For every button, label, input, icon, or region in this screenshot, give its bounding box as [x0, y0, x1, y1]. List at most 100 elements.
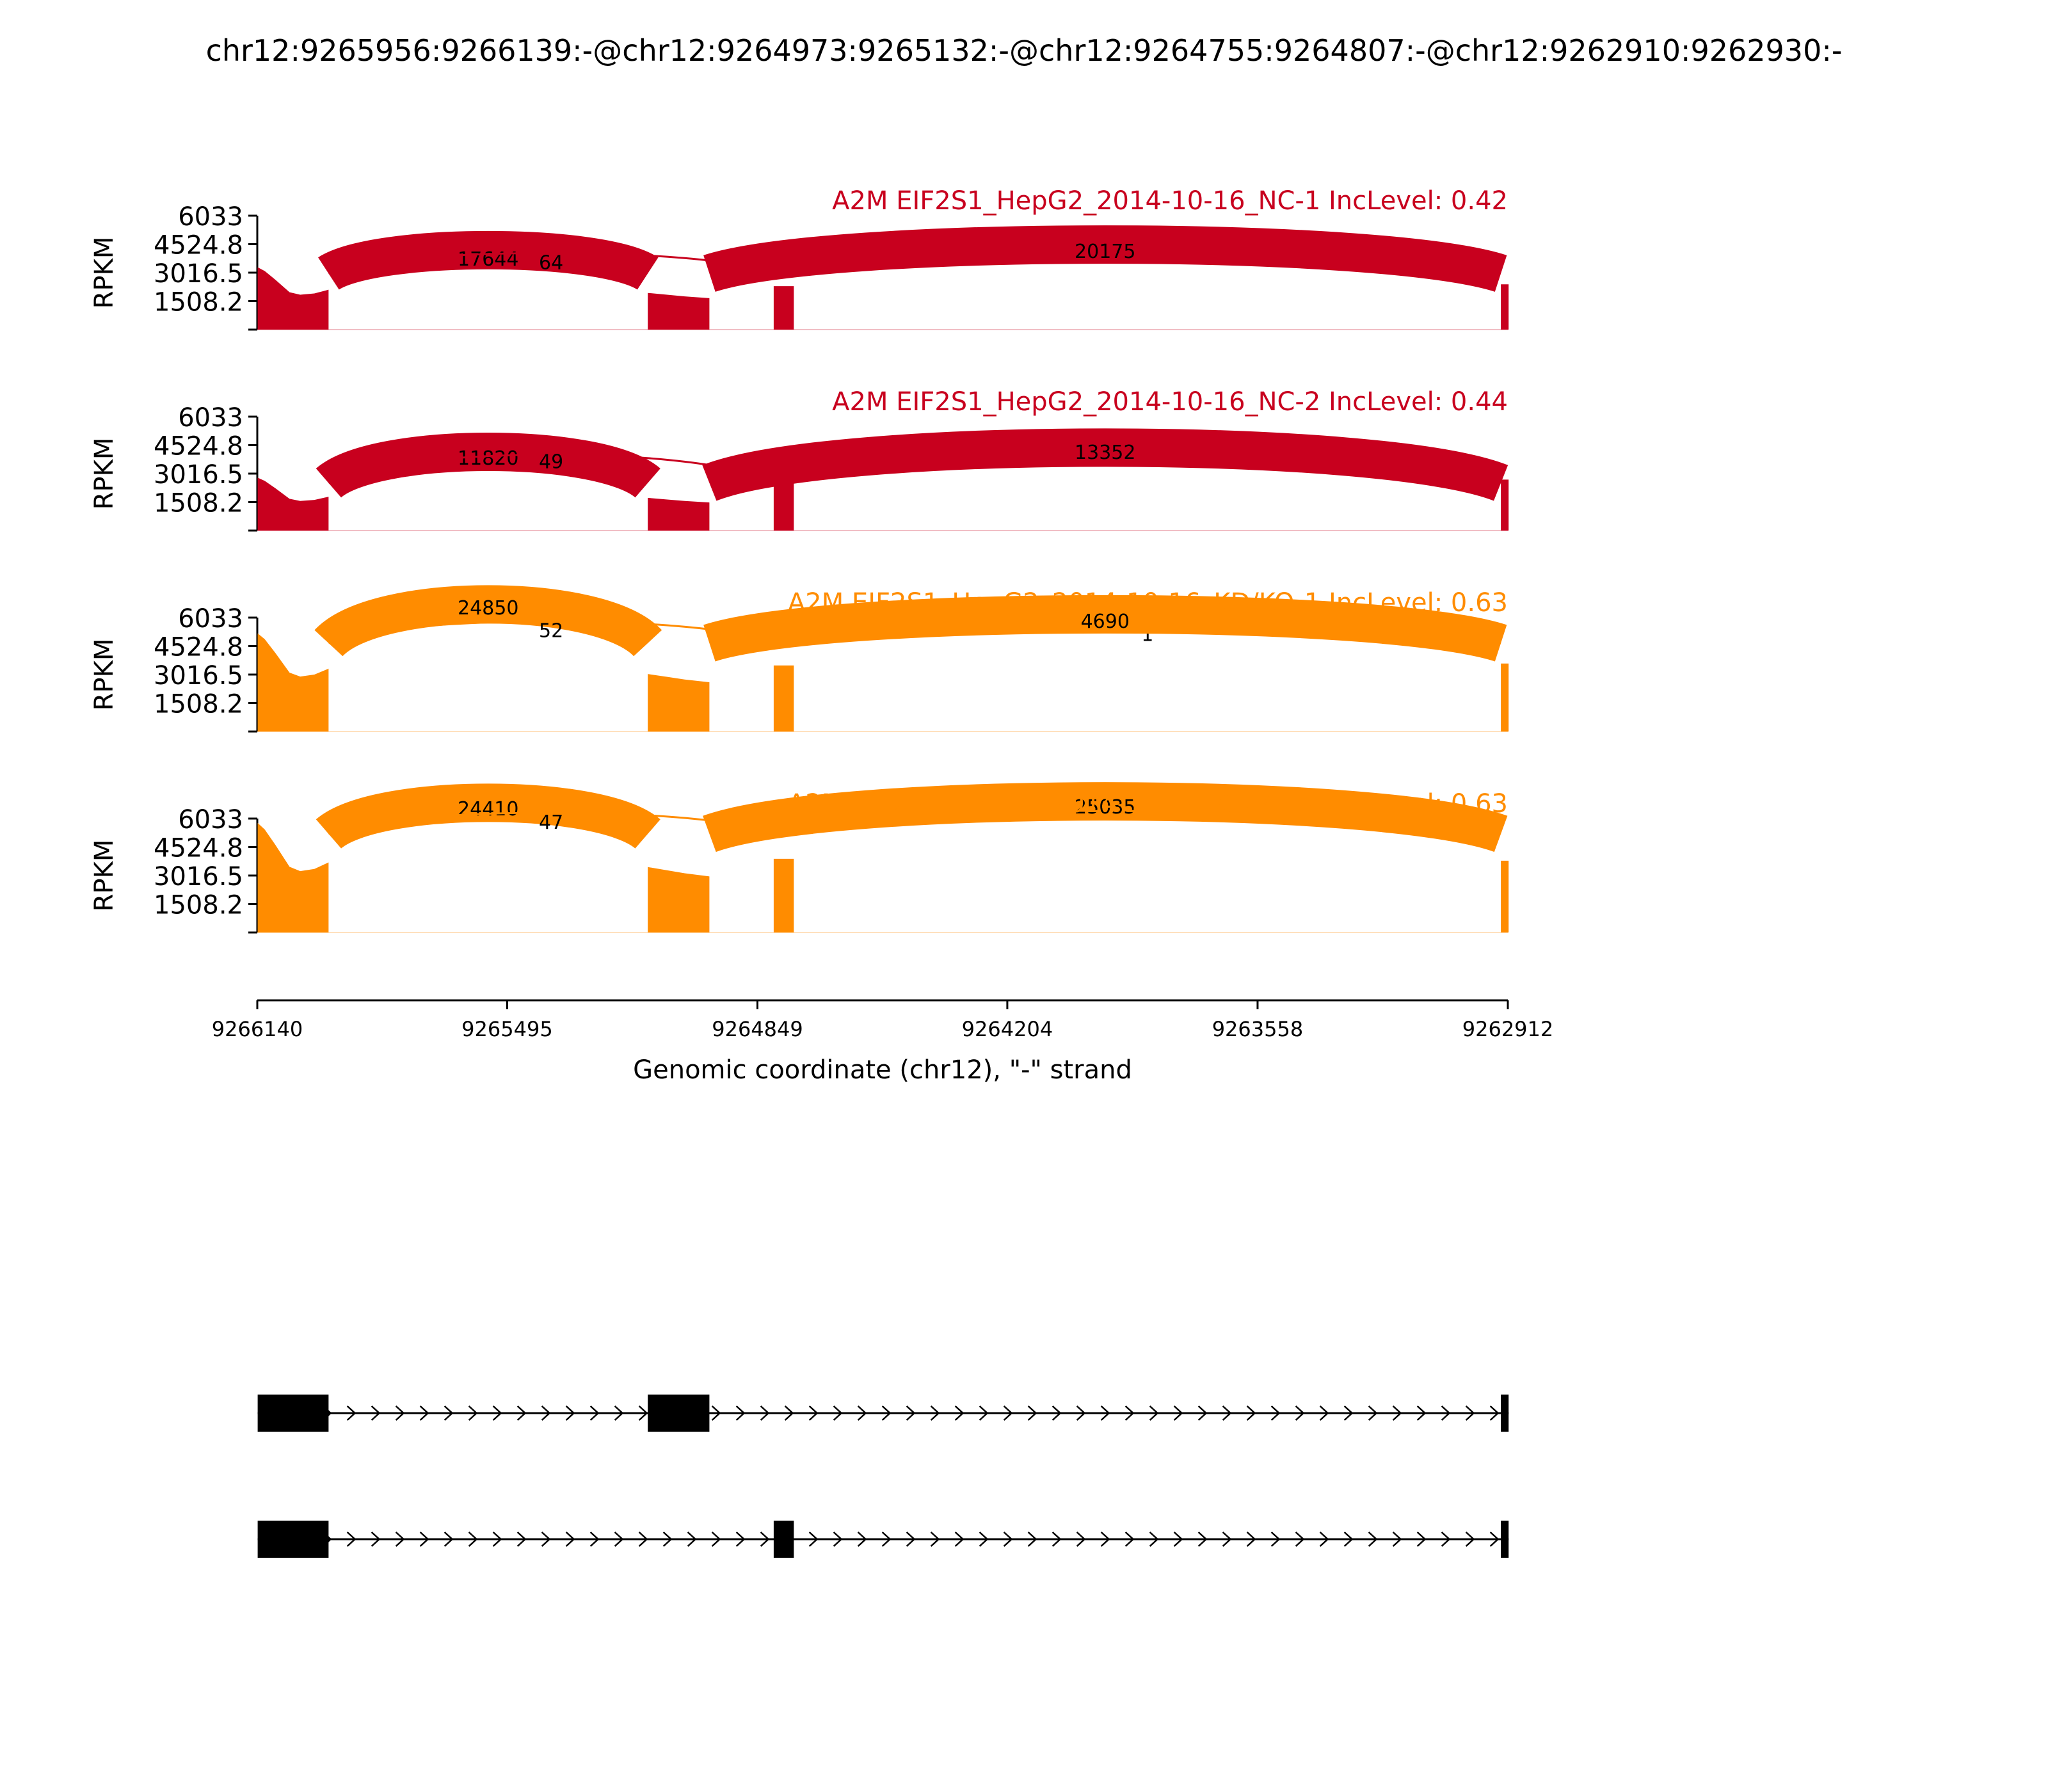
strand-arrow [1465, 1532, 1475, 1547]
coverage-block [1501, 479, 1509, 531]
coverage-block [257, 267, 329, 330]
strand-arrow [979, 1405, 989, 1421]
exon-block [1501, 1395, 1509, 1432]
strand-arrow [857, 1405, 867, 1421]
strand-arrow [662, 1532, 673, 1547]
strand-arrow [1003, 1405, 1013, 1421]
exon-block [1501, 1521, 1509, 1558]
strand-arrow [589, 1405, 600, 1421]
strand-arrow [468, 1532, 478, 1547]
coverage-block [1501, 860, 1509, 932]
strand-arrow [784, 1405, 794, 1421]
x-tick-label: 9266140 [212, 1017, 303, 1041]
junction-count-label: 52 [539, 620, 563, 643]
x-axis: 9266140 9265495 9264849 9264204 9263558 92629… [212, 999, 1554, 1085]
strand-arrow [419, 1405, 429, 1421]
strand-arrow [930, 1532, 940, 1547]
strand-arrow [1246, 1405, 1256, 1421]
strand-arrow [371, 1405, 381, 1421]
strand-arrow [1319, 1532, 1329, 1547]
junction-count-label: 11820 [458, 447, 518, 470]
y-tick-label: 6033 [178, 805, 243, 835]
strand-arrow [711, 1532, 721, 1547]
strand-arrow [565, 1405, 575, 1421]
x-tick-label: 9264849 [712, 1017, 803, 1041]
junction-arc [316, 433, 660, 499]
strand-arrow [1368, 1405, 1378, 1421]
junction-count-label: 49 [539, 451, 563, 474]
strand-arrow [1173, 1532, 1183, 1547]
y-tick-label: 4524.8 [154, 833, 243, 863]
coverage-block [257, 822, 329, 932]
junction-arc [318, 230, 659, 291]
junction-count-label: 24410 [458, 798, 518, 820]
strand-arrow [1392, 1405, 1402, 1421]
strand-arrow [1052, 1532, 1062, 1547]
junction-arc [702, 428, 1508, 501]
strand-arrow [954, 1532, 964, 1547]
strand-arrow [346, 1532, 356, 1547]
strand-arrow [906, 1405, 916, 1421]
exon-block [257, 1395, 329, 1432]
strand-arrow [930, 1405, 940, 1421]
coverage-block [648, 674, 710, 732]
strand-arrow [419, 1532, 429, 1547]
y-tick-label: 3016.5 [154, 661, 243, 691]
strand-arrow [833, 1532, 843, 1547]
x-tick-label: 9263558 [1212, 1017, 1304, 1041]
strand-arrow [444, 1532, 454, 1547]
strand-arrow [1076, 1532, 1086, 1547]
isoform [257, 1395, 1509, 1432]
y-tick-label: 4524.8 [154, 230, 243, 260]
panel-title: A2M EIF2S1_HepG2_2014-10-16_NC-1 IncLeve… [832, 186, 1508, 216]
y-tick-label: 4524.8 [154, 632, 243, 662]
strand-arrow [541, 1532, 551, 1547]
coverage-block [773, 858, 794, 932]
y-tick-label: 1508.2 [154, 288, 243, 317]
junction-count-label: 13352 [1075, 442, 1135, 464]
strand-arrow [687, 1532, 697, 1547]
strand-arrow [1076, 1405, 1086, 1421]
strand-arrow [1027, 1532, 1037, 1547]
strand-arrow [1295, 1405, 1305, 1421]
strand-arrow [1441, 1532, 1451, 1547]
strand-arrow [468, 1405, 478, 1421]
strand-arrow [1295, 1532, 1305, 1547]
strand-arrow [1100, 1405, 1110, 1421]
coverage-block [648, 867, 710, 932]
strand-arrow [1222, 1405, 1232, 1421]
strand-arrow [1416, 1405, 1427, 1421]
strand-arrow [1441, 1405, 1451, 1421]
strand-arrow [516, 1405, 527, 1421]
strand-arrow [1197, 1532, 1208, 1547]
y-tick-label: 3016.5 [154, 460, 243, 490]
exon-block [648, 1395, 710, 1432]
coverage-block [257, 633, 329, 732]
strand-arrow [808, 1405, 819, 1421]
x-tick-label: 9262912 [1462, 1017, 1554, 1041]
junction-count-label: 64 [539, 252, 563, 275]
strand-arrow [1343, 1405, 1354, 1421]
strand-arrow [833, 1405, 843, 1421]
coverage-block [1501, 284, 1509, 330]
strand-arrow [1368, 1532, 1378, 1547]
junction-count-label: 47 [539, 812, 563, 834]
panel-title: A2M EIF2S1_HepG2_2014-10-16_KD/KO-2 IncL… [788, 789, 1508, 819]
strand-arrow [979, 1532, 989, 1547]
strand-arrow [565, 1532, 575, 1547]
coverage-block [648, 497, 710, 531]
strand-arrow [492, 1405, 502, 1421]
strand-arrow [1149, 1532, 1159, 1547]
strand-arrow [346, 1405, 356, 1421]
y-axis-label: RPKM [90, 639, 119, 711]
strand-arrow [1465, 1405, 1475, 1421]
junction-arc [703, 595, 1507, 662]
y-axis-label: RPKM [90, 840, 119, 912]
page-title: chr12:9265956:9266139:-@chr12:9264973:92… [206, 33, 1843, 68]
strand-arrow [492, 1532, 502, 1547]
y-tick-label: 1508.2 [154, 891, 243, 920]
strand-arrow [638, 1405, 648, 1421]
